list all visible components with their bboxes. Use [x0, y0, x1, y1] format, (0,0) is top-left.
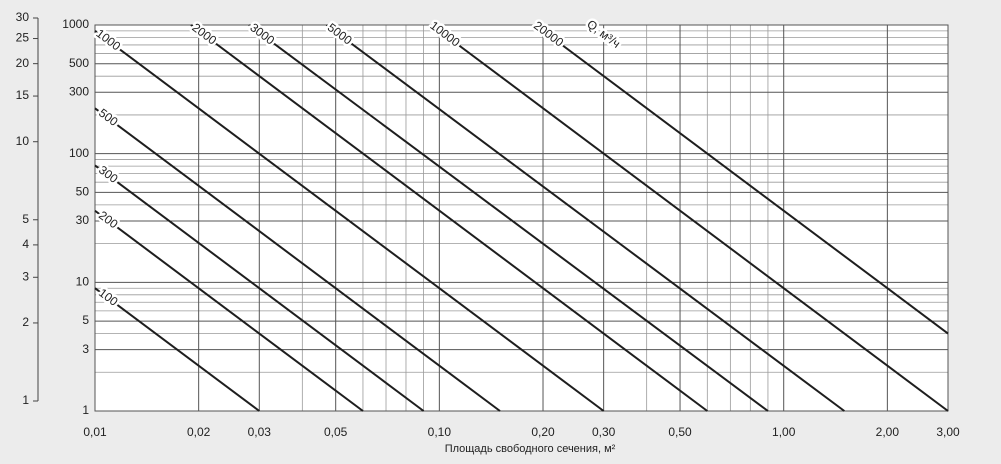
- y2-tick-label: 3: [22, 269, 29, 283]
- y-tick-label: 500: [69, 56, 89, 70]
- y2-tick-label: 2: [22, 315, 29, 329]
- y-tick-label: 50: [76, 185, 90, 199]
- data-line: [94, 107, 501, 412]
- data-line: [534, 24, 949, 335]
- y-tick-label: 1: [82, 403, 89, 417]
- data-line: [248, 24, 769, 412]
- data-line: [325, 24, 845, 412]
- y-tick-label: 3: [82, 342, 89, 356]
- data-line: [94, 164, 425, 412]
- x-tick-label: 0,01: [83, 425, 107, 439]
- x-tick-label: 1,00: [772, 425, 796, 439]
- plot-frame: [94, 24, 949, 412]
- y2-tick-label: 25: [16, 31, 30, 45]
- x-tick-label: 3,00: [936, 425, 960, 439]
- data-line: [94, 30, 605, 412]
- x-tick-label: 0,05: [324, 425, 348, 439]
- x-tick-label: 0,20: [531, 425, 555, 439]
- y-tick-label: 300: [69, 84, 89, 98]
- y2-tick-label: 5: [22, 212, 29, 226]
- data-line: [190, 24, 708, 412]
- x-tick-label: 0,10: [428, 425, 452, 439]
- y-tick-label: 1000: [62, 17, 89, 31]
- y2-tick-label: 10: [16, 134, 30, 148]
- y-tick-label: 100: [69, 146, 89, 160]
- x-axis-label: Площадь свободного сечения, м²: [445, 443, 616, 455]
- data-line: [431, 24, 949, 412]
- x-tick-label: 0,30: [592, 425, 616, 439]
- y2-tick-label: 30: [16, 10, 30, 24]
- plot-area: [95, 25, 948, 411]
- x-tick-label: 2,00: [876, 425, 900, 439]
- x-tick-label: 0,03: [248, 425, 272, 439]
- y-tick-label: 10: [76, 275, 90, 289]
- x-tick-label: 0,02: [187, 425, 211, 439]
- y2-tick-label: 4: [22, 237, 29, 251]
- y-tick-label: 5: [82, 313, 89, 327]
- y2-tick-label: 1: [22, 393, 29, 407]
- y2-tick-label: 15: [16, 88, 30, 102]
- data-line: [94, 209, 364, 412]
- y-tick-label: 30: [76, 213, 90, 227]
- x-tick-label: 0,50: [668, 425, 692, 439]
- y2-tick-label: 20: [16, 56, 30, 70]
- data-line: [94, 287, 260, 412]
